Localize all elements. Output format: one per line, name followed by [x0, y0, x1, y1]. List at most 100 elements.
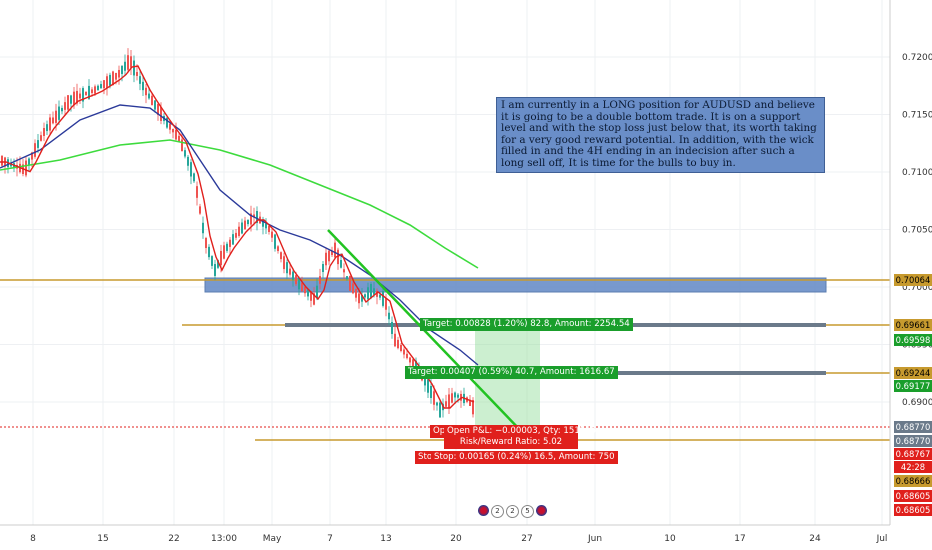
candle: [145, 84, 147, 104]
candle: [448, 387, 450, 414]
time-tick-label: 10: [664, 534, 676, 544]
time-tick-label: 27: [521, 534, 532, 544]
candle: [394, 325, 396, 348]
stop-label[interactable]: Stop: 0.00165 (0.24%) 16.5, Amount: 750: [431, 451, 618, 464]
open-pl-text: Open P&L: −0.00003, Qty: 151515: [447, 426, 597, 436]
candle: [292, 267, 294, 287]
candle: [367, 282, 369, 306]
candle: [388, 306, 390, 326]
candle: [355, 288, 357, 302]
candle: [403, 347, 405, 359]
time-tick-label: 22: [168, 534, 179, 544]
time-tick-label: 8: [30, 534, 36, 544]
candle: [265, 218, 267, 235]
candle: [208, 244, 210, 260]
candle: [175, 122, 177, 141]
event-icons[interactable]: 2 2 5: [478, 505, 547, 518]
candle: [316, 278, 318, 301]
candle: [67, 95, 69, 113]
open-pl-label[interactable]: Open P&L: −0.00003, Qty: 151515 Risk/Rew…: [444, 425, 597, 449]
candle: [364, 293, 366, 301]
candle: [112, 70, 114, 86]
candle: [370, 282, 372, 300]
candle: [43, 122, 45, 142]
candle: [142, 74, 144, 96]
candle: [463, 387, 465, 406]
candle: [391, 316, 393, 339]
candle: [433, 385, 435, 411]
candle: [166, 117, 168, 129]
time-tick-label: 20: [450, 534, 462, 544]
time-tick-label: 13:00: [211, 534, 237, 544]
candle: [154, 100, 156, 113]
support-zone[interactable]: [204, 277, 827, 293]
candle: [439, 400, 441, 418]
candle: [106, 73, 108, 96]
price-tag: 0.68666: [894, 475, 932, 487]
candle: [103, 80, 105, 95]
time-axis[interactable]: 8 15 22 13:00 May 7 13 20 27 Jun 10 17 24 Jul: [30, 534, 887, 544]
stop-prefix: Sto: [415, 451, 436, 464]
candle: [184, 147, 186, 159]
candle: [139, 70, 141, 91]
candle: [172, 128, 174, 139]
candle: [454, 391, 456, 404]
candle: [97, 84, 99, 91]
price-tag: 0.70064: [894, 274, 932, 286]
event-count-icon[interactable]: 2: [491, 505, 504, 518]
price-axis[interactable]: 0.720000.715000.710000.705000.700000.695…: [902, 53, 932, 408]
risk-reward-text: Risk/Reward Ratio: 5.02: [459, 437, 563, 447]
time-tick-label: May: [263, 534, 282, 544]
downtrend-line[interactable]: [327, 229, 523, 433]
candle: [304, 286, 306, 297]
candle: [280, 251, 282, 263]
candle: [349, 275, 351, 292]
candle: [427, 376, 429, 398]
candle: [271, 227, 273, 242]
candle: [133, 55, 135, 83]
candle: [397, 336, 399, 350]
time-tick-label: 24: [809, 534, 821, 544]
candle: [328, 249, 330, 265]
candle: [283, 252, 285, 274]
event-count-icon[interactable]: 2: [506, 505, 519, 518]
candle: [22, 159, 24, 177]
price-tag: 0.68767: [894, 448, 932, 460]
flag-icon[interactable]: [478, 505, 489, 516]
candle: [331, 246, 333, 257]
price-tag: 0.68770: [894, 435, 932, 447]
candle: [277, 245, 279, 254]
candle: [64, 96, 66, 116]
candle: [58, 100, 60, 125]
candle: [229, 236, 231, 255]
time-tick-label: 13: [380, 534, 391, 544]
candle: [202, 216, 204, 239]
candle: [409, 356, 411, 368]
candle: [151, 93, 153, 106]
target2-label[interactable]: Target: 0.00407 (0.59%) 40.7, Amount: 16…: [405, 366, 618, 379]
trade-note-textbox[interactable]: I am currently in a LONG position for AU…: [496, 97, 825, 173]
price-tag: 0.69661: [894, 319, 932, 331]
candle: [274, 233, 276, 252]
moving-average-20: [0, 65, 475, 409]
candle: [196, 181, 198, 206]
candle: [244, 216, 246, 230]
flag-icon[interactable]: [536, 505, 547, 516]
candle: [82, 86, 84, 109]
price-tag: 0.69598: [894, 334, 932, 346]
candlesticks: [1, 48, 474, 418]
candle: [46, 120, 48, 136]
candle: [322, 260, 324, 279]
candle: [52, 111, 54, 125]
candle: [259, 211, 261, 224]
price-tick-label: 0.69000: [902, 398, 932, 408]
event-count-icon[interactable]: 5: [521, 505, 534, 518]
target1-label[interactable]: Target: 0.00828 (1.20%) 82.8, Amount: 22…: [420, 318, 633, 331]
target2-band[interactable]: [470, 371, 826, 375]
candle: [445, 394, 447, 408]
candle: [238, 222, 240, 238]
candle: [25, 157, 27, 178]
moving-average-200: [0, 139, 479, 269]
